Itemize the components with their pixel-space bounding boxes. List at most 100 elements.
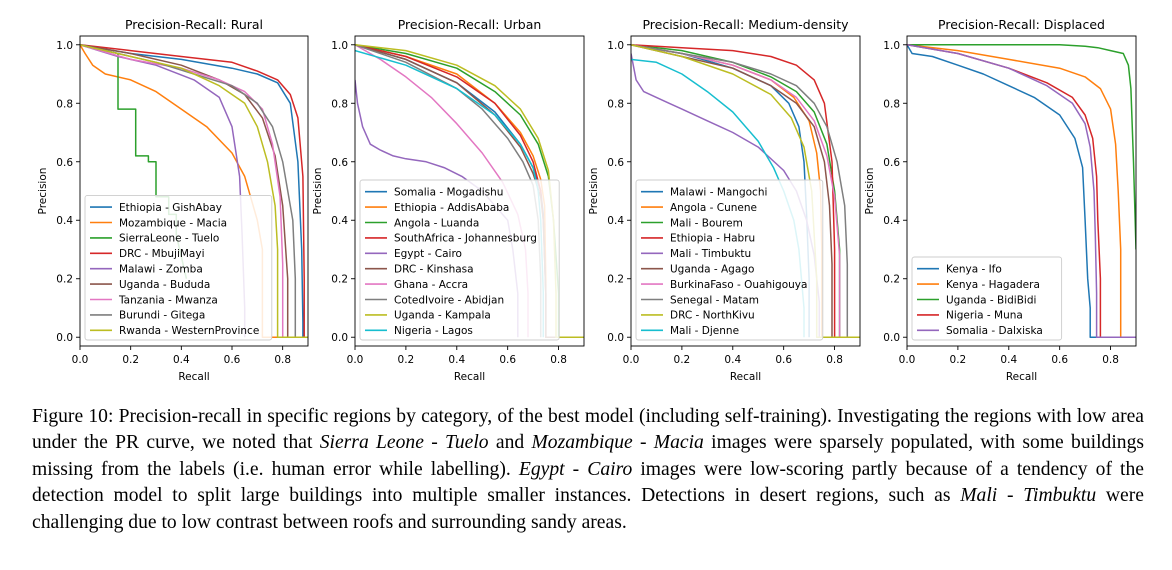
y-tick-label: 0.6 bbox=[56, 157, 73, 169]
legend-label: DRC - NorthKivu bbox=[670, 310, 755, 322]
legend-label: Rwanda - WesternProvince bbox=[119, 325, 259, 337]
x-tick-label: 0.2 bbox=[950, 354, 967, 366]
legend-label: Ghana - Accra bbox=[394, 279, 468, 291]
legend-label: Uganda - BidiBidi bbox=[946, 294, 1036, 306]
legend-label: Mali - Bourem bbox=[670, 217, 743, 229]
x-axis-label: Recall bbox=[730, 371, 761, 383]
legend-label: BurkinaFaso - Ouahigouya bbox=[670, 279, 807, 291]
legend-label: Malawi - Mangochi bbox=[670, 187, 767, 199]
legend-label: Senegal - Matam bbox=[670, 294, 759, 306]
series-line bbox=[907, 44, 1136, 250]
series-line bbox=[631, 44, 860, 338]
caption-emphasis-sierra-leone: Sierra Leone - Tuelo bbox=[319, 432, 489, 454]
y-axis-label: Precision bbox=[37, 168, 49, 215]
caption-text-2: images were sparsely populated, with som… bbox=[32, 432, 1144, 480]
axes-frame bbox=[79, 35, 309, 347]
legend: Ethiopia - GishAbay Mozambique - Macia Sie… bbox=[84, 194, 273, 341]
y-tick-label: 1.0 bbox=[56, 40, 73, 52]
y-tick-label: 0.8 bbox=[607, 98, 624, 110]
x-axis-label: Recall bbox=[1006, 371, 1037, 383]
y-tick-label: 0.4 bbox=[331, 215, 348, 227]
legend-label: Ethiopia - GishAbay bbox=[119, 202, 222, 214]
y-tick-label: 0.6 bbox=[607, 157, 624, 169]
y-tick-label: 0.6 bbox=[331, 157, 348, 169]
legend-label: Uganda - Kampala bbox=[394, 310, 491, 322]
figure-panels: Precision-Recall: Rural 0.0 0.2 0.4 0.6 0.8 0.… bbox=[37, 17, 1137, 383]
legend-box bbox=[635, 179, 824, 341]
legend-label: Mali - Timbuktu bbox=[670, 248, 751, 260]
chart-title: Precision-Recall: Displaced bbox=[938, 17, 1105, 32]
legend-label: Mozambique - Macia bbox=[119, 217, 227, 229]
series-line bbox=[80, 44, 308, 338]
series-line bbox=[631, 44, 860, 338]
figure-caption: Figure 10: Precision-recall in specific … bbox=[32, 404, 1144, 536]
series-line bbox=[907, 44, 1136, 338]
axes-frame bbox=[354, 35, 585, 347]
y-axis-label: Precision bbox=[864, 168, 876, 215]
x-axis-label: Recall bbox=[178, 371, 209, 383]
legend-label: DRC - MbujiMayi bbox=[119, 248, 205, 260]
legend-label: Somalia - Dalxiska bbox=[946, 325, 1043, 337]
y-tick-label: 1.0 bbox=[883, 40, 900, 52]
x-tick-label: 0.2 bbox=[398, 354, 415, 366]
y-tick-label: 0.2 bbox=[331, 274, 348, 286]
legend-label: Kenya - Ifo bbox=[946, 264, 1002, 276]
series-line bbox=[631, 44, 860, 338]
y-tick-label: 0.8 bbox=[331, 98, 348, 110]
x-tick-label: 0.8 bbox=[826, 354, 843, 366]
x-tick-label: 0.6 bbox=[499, 354, 516, 366]
legend-label: DRC - Kinshasa bbox=[394, 264, 474, 276]
x-tick-label: 0.0 bbox=[347, 354, 364, 366]
legend-label: Ethiopia - AddisAbaba bbox=[394, 202, 509, 214]
y-tick-label: 1.0 bbox=[607, 40, 624, 52]
y-tick-label: 0.4 bbox=[883, 215, 900, 227]
legend-label: Nigeria - Muna bbox=[946, 310, 1023, 322]
legend-label: Somalia - Mogadishu bbox=[394, 187, 503, 199]
y-axis-label: Precision bbox=[588, 168, 600, 215]
x-tick-label: 0.4 bbox=[1000, 354, 1017, 366]
axes-frame bbox=[630, 35, 861, 347]
legend: Malawi - Mangochi Angola - Cunene Mali - B… bbox=[635, 179, 824, 341]
legend-box bbox=[84, 194, 273, 341]
caption-text-4: were challenging due to low contrast bet… bbox=[32, 485, 1144, 533]
series-line bbox=[907, 44, 1136, 338]
x-tick-label: 0.6 bbox=[775, 354, 792, 366]
y-tick-label: 0.0 bbox=[56, 332, 73, 344]
y-tick-label: 0.2 bbox=[607, 274, 624, 286]
legend-label: Egypt - Cairo bbox=[394, 248, 462, 260]
chart-panel-2: Precision-Recall: Urban 0.0 0.2 0.4 0.6 0.8 0.… bbox=[312, 17, 585, 383]
x-tick-label: 0.0 bbox=[623, 354, 640, 366]
series-line bbox=[80, 44, 308, 338]
y-tick-label: 0.0 bbox=[331, 332, 348, 344]
caption-emphasis-mali: Mali - Timbuktu bbox=[960, 485, 1097, 507]
caption-and: and bbox=[495, 432, 525, 454]
chart-panel-1: Precision-Recall: Rural 0.0 0.2 0.4 0.6 0.8 0.… bbox=[37, 17, 309, 383]
legend-label: Kenya - Hagadera bbox=[946, 279, 1040, 291]
legend-label: SierraLeone - Tuelo bbox=[119, 233, 219, 245]
y-tick-label: 0.4 bbox=[607, 215, 624, 227]
legend-label: Ethiopia - Habru bbox=[670, 233, 755, 245]
series-line bbox=[631, 44, 860, 338]
legend-label: Angola - Cunene bbox=[670, 202, 757, 214]
x-tick-label: 0.8 bbox=[1102, 354, 1119, 366]
legend-box bbox=[359, 179, 560, 341]
caption-emphasis-mozambique: Mozambique - Macia bbox=[531, 432, 704, 454]
caption-text-3: images were low-scoring partly because o… bbox=[32, 458, 1144, 507]
y-tick-label: 0.0 bbox=[883, 332, 900, 344]
axes-frame bbox=[906, 35, 1137, 347]
x-axis-label: Recall bbox=[454, 371, 485, 383]
x-tick-label: 0.4 bbox=[448, 354, 465, 366]
chart-title: Precision-Recall: Rural bbox=[125, 17, 263, 32]
y-tick-label: 0.6 bbox=[883, 157, 900, 169]
x-tick-label: 0.8 bbox=[550, 354, 567, 366]
legend-label: Uganda - Bududa bbox=[119, 279, 210, 291]
x-tick-label: 0.8 bbox=[274, 354, 291, 366]
legend-label: Uganda - Agago bbox=[670, 264, 754, 276]
x-tick-label: 0.0 bbox=[899, 354, 916, 366]
x-tick-label: 0.6 bbox=[1051, 354, 1068, 366]
legend-label: SouthAfrica - Johannesburg bbox=[394, 233, 537, 245]
y-axis-label: Precision bbox=[312, 168, 324, 215]
y-tick-label: 0.8 bbox=[56, 98, 73, 110]
legend-label: Burundi - Gitega bbox=[119, 310, 205, 322]
legend-label: Nigeria - Lagos bbox=[394, 325, 473, 337]
